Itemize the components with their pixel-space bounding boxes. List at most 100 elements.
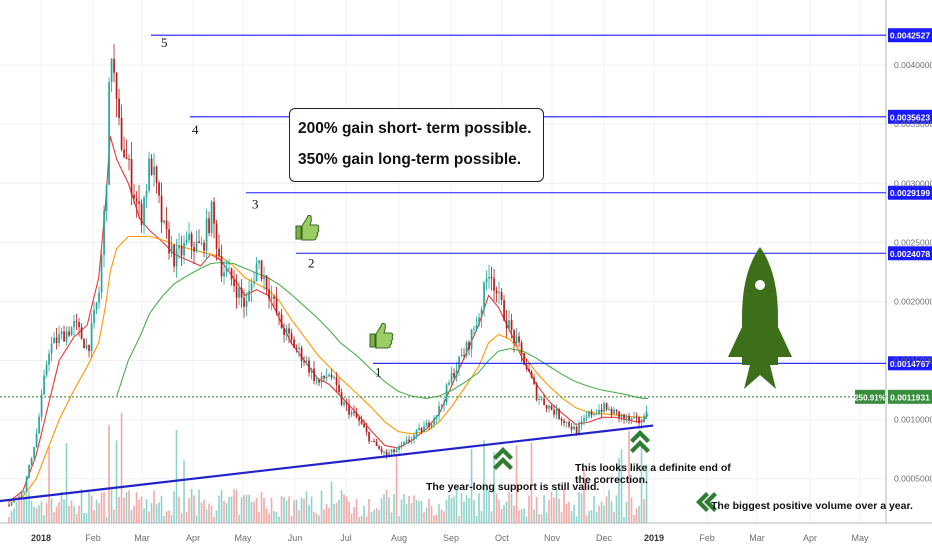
candle-body [178,245,180,249]
volume-bar [540,514,543,523]
volume-bar [163,516,165,523]
thumbs-up-icon [369,322,394,349]
candle-body [445,384,448,403]
volume-bar [20,497,23,523]
candle-body [245,301,248,307]
candle-body [198,241,200,244]
volume-bar [400,499,403,523]
candle-body [153,166,155,175]
candle-body [48,353,50,365]
volume-bar [123,497,125,523]
volume-bar [50,498,53,523]
volume-bar [448,495,450,523]
volume-bar [140,496,143,523]
candle-body [498,292,500,294]
volume-bar [368,499,370,523]
level-price-tag-4 [888,109,932,124]
candle-body [393,449,395,453]
volume-bar [78,505,80,523]
candle-body [190,233,193,247]
candle-body [103,210,105,255]
candle-body [243,297,245,307]
support-trendline [0,424,654,503]
candle-body [468,342,470,350]
volume-bar [423,512,425,523]
candle-body [205,218,208,251]
volume-bar [90,495,93,523]
volume-bar [470,449,473,523]
candle-body [388,452,390,456]
candle-body [420,427,423,433]
volume-bar [393,494,395,523]
level-price-text-3: 0.0029199 [890,188,930,198]
price-tick-label: 0.0030000 [894,178,932,188]
candle-body [333,377,335,379]
volume-bar [523,508,525,523]
volume-bar [80,489,83,523]
thumbs-up-icon [295,214,320,241]
volume-bar [520,509,523,523]
volume-bar [403,494,405,523]
rocket-icon [728,247,792,389]
candle-body [645,411,648,417]
candle-body [523,352,525,365]
volume-bar [200,502,203,523]
candle-body [120,117,123,150]
candle-body [280,314,283,329]
volume-bar [380,498,383,523]
candle-body [428,422,430,427]
candle-body [238,287,240,298]
candle-body [308,360,310,373]
candle-body [410,439,413,442]
candle-body [95,302,98,310]
volume-bar [23,497,25,523]
candle-body [185,240,188,243]
candle-body [63,331,65,342]
candle-body [513,330,515,343]
volume-bar [373,510,375,523]
candle-body [65,331,68,342]
candle-body [83,339,85,349]
volume-bar [528,495,530,523]
volume-bar [565,503,568,523]
candle-body [480,309,483,318]
volume-bar [40,501,43,523]
volume-bar [153,490,155,523]
candle-body [633,416,635,418]
volume-bar [283,496,285,523]
volume-bar [268,513,270,523]
candle-body [325,376,328,379]
volume-bar [70,500,73,523]
level-price-tag-5 [888,28,932,43]
volume-bar [585,515,588,523]
volume-bar [48,446,50,523]
volume-bar [170,514,173,523]
candle-body [105,185,108,211]
candle-body [620,414,623,418]
volume-bar [440,509,443,523]
candle-body [423,426,425,433]
volume-bar [168,510,170,523]
candle-body [23,491,25,493]
volume-bar [330,481,333,523]
volume-bar [218,495,220,523]
volume-bar [150,503,153,523]
candle-body [283,328,285,336]
candle-body [405,439,408,442]
volume-bar [253,501,255,523]
candle-body [108,82,110,186]
time-tick-label: Sep [443,533,459,543]
candle-body [240,287,243,298]
candle-body [378,446,380,449]
candle-body [170,245,173,254]
volume-bar [590,510,593,523]
price-tick-label: 0.0040000 [894,60,932,70]
volume-bars [8,413,648,523]
volume-bar [500,508,503,523]
candle-body [460,355,463,357]
volume-bar [385,489,388,523]
level-price-tag-1 [888,356,932,371]
volume-bar [88,492,90,523]
candle-body [220,256,223,277]
candle-body [485,278,488,283]
